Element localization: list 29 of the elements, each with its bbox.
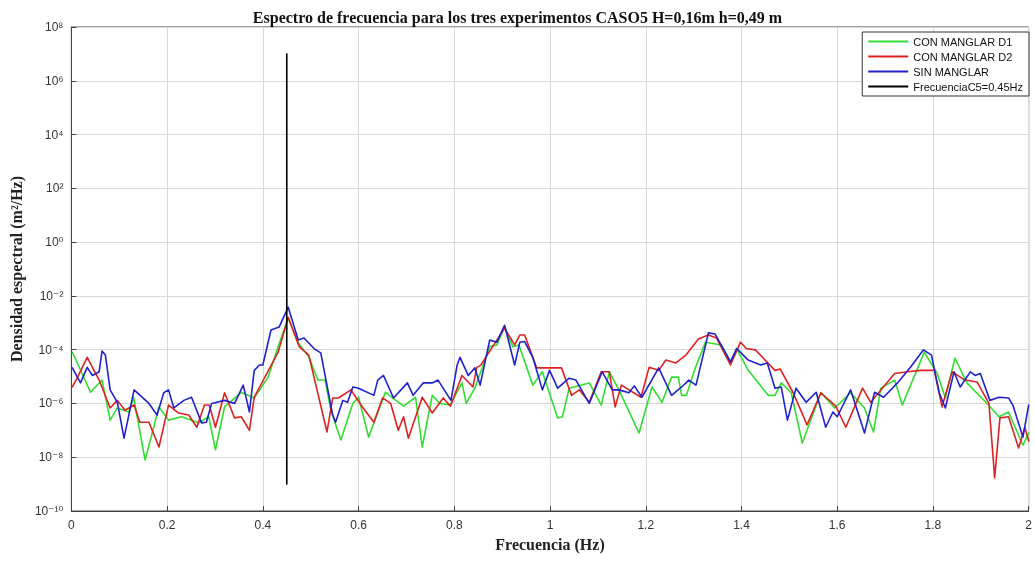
x-tick-label: 1.2 <box>637 518 655 532</box>
y-tick-label: 10⁴ <box>44 127 64 142</box>
x-tick-label: 0.6 <box>350 518 368 532</box>
chart-title: Espectro de frecuencia para los tres experimentos CASO5 H=0,16m h=0,49 m <box>252 8 783 27</box>
y-tick-label: 10² <box>46 181 64 196</box>
x-axis-title: Frecuencia (Hz) <box>495 535 605 554</box>
y-tick-label: 10⁻⁶ <box>38 396 64 411</box>
legend-label: CON MANGLAR D2 <box>913 50 1013 63</box>
y-axis-title: Densidad espectral (m²/Hz) <box>7 175 26 363</box>
y-tick-label: 10⁻⁴ <box>38 342 64 357</box>
x-tick-label: 1.8 <box>924 518 942 532</box>
y-tick-label: 10⁸ <box>44 20 64 34</box>
line-series <box>71 306 1030 439</box>
x-tick-label: 0 <box>68 518 76 532</box>
y-tick-label: 10⁻⁸ <box>38 450 64 465</box>
x-tick-label: 0.4 <box>254 518 272 532</box>
x-tick-label: 1 <box>546 518 554 532</box>
y-tick-label: 10⁻² <box>39 288 64 303</box>
x-tick-label: 0.8 <box>445 518 463 532</box>
x-tick-label: 0.2 <box>158 518 176 532</box>
legend-label: CON MANGLAR D1 <box>913 35 1013 48</box>
legend-label: SIN MANGLAR <box>913 65 990 78</box>
y-tick-label: 10⁻¹⁰ <box>34 504 64 518</box>
y-tick-label: 10⁰ <box>45 235 64 250</box>
legend-label: FrecuenciaC5=0.45Hz <box>913 80 1024 93</box>
x-tick-label: 1.6 <box>828 518 846 532</box>
y-tick-label: 10⁶ <box>45 73 64 88</box>
x-tick-label: 1.4 <box>733 518 751 532</box>
x-tick-label: 2 <box>1025 518 1033 532</box>
